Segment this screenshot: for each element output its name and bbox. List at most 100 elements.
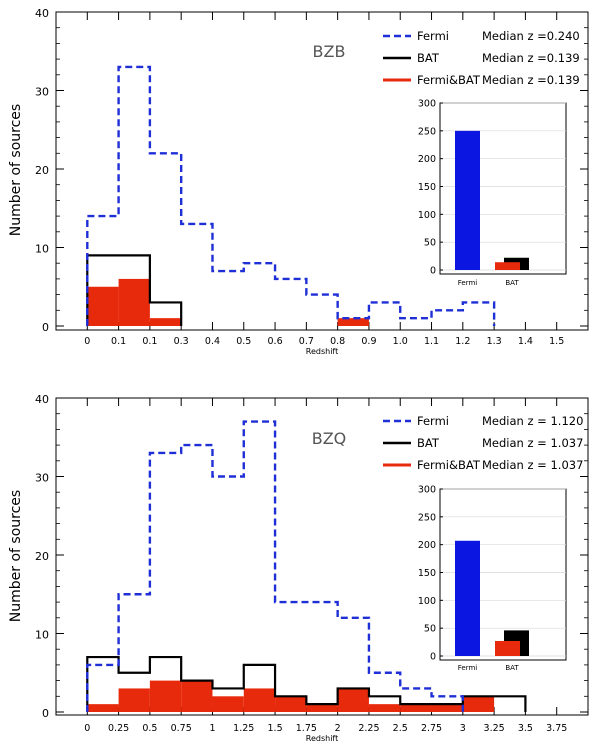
inset-y-tick-label: 250 [418, 512, 436, 523]
inset-y-tick-label: 300 [418, 99, 436, 110]
inset-bar-fermi [455, 540, 480, 656]
x-tick-label: 2 [335, 723, 341, 734]
x-axis-label: Redshift [306, 734, 338, 743]
x-axis-label: Redshift [306, 347, 338, 356]
inset-y-tick-label: 150 [418, 182, 436, 193]
inset-y-tick-label: 0 [430, 266, 436, 277]
inset-y-tick-label: 100 [418, 210, 436, 221]
y-tick-label: 40 [35, 393, 49, 406]
histogram-bar-fermi-bat [87, 286, 119, 326]
y-tick-label: 30 [35, 86, 49, 99]
inset-bar-fermi-bat [495, 262, 520, 270]
x-tick-label: 3.75 [546, 723, 567, 734]
histogram-bar-fermi-bat [400, 704, 432, 712]
histogram-bar-fermi-bat [181, 680, 213, 712]
y-tick-label: 30 [35, 472, 49, 485]
legend-label: BAT [417, 436, 440, 450]
x-tick-label: 0.7 [299, 336, 314, 347]
y-tick-label: 20 [35, 550, 49, 563]
x-tick-label: 3 [460, 723, 466, 734]
legend-median: Median z = 1.120 [482, 414, 583, 428]
inset-category-label: BAT [505, 279, 519, 287]
x-tick-label: 1.0 [393, 336, 408, 347]
x-tick-label: 1.4 [518, 336, 533, 347]
y-tick-label: 0 [42, 707, 49, 720]
legend-median: Median z =0.139 [482, 51, 580, 65]
inset-category-label: BAT [505, 664, 519, 672]
inset-category-label: Fermi [458, 279, 478, 287]
x-tick-label: 0.6 [268, 336, 283, 347]
x-tick-label: 1.75 [296, 723, 317, 734]
inset-y-tick-label: 250 [418, 126, 436, 137]
legend-label: Fermi&BAT [417, 73, 481, 87]
inset-y-tick-label: 200 [418, 540, 436, 551]
histogram-line-fermi [86, 65, 496, 326]
x-tick-label: 0.3 [174, 336, 189, 347]
histogram-bar-fermi-bat [337, 688, 369, 712]
inset-y-tick-label: 150 [418, 568, 436, 579]
x-tick-label: 0.8 [330, 336, 345, 347]
legend-label: Fermi&BAT [417, 458, 481, 472]
x-tick-label: 0.5 [142, 723, 157, 734]
y-tick-label: 10 [35, 243, 49, 256]
y-tick-label: 10 [35, 629, 49, 642]
x-tick-label: 0.75 [171, 723, 192, 734]
legend-label: Fermi [417, 29, 449, 43]
legend-label: BAT [417, 51, 440, 65]
inset-bar-fermi [455, 130, 480, 270]
y-tick-label: 0 [42, 321, 49, 334]
x-tick-label: 0.9 [361, 336, 376, 347]
legend-median: Median z =0.240 [482, 29, 580, 43]
inset-y-tick-label: 50 [424, 238, 436, 249]
plot-frame [55, 11, 589, 331]
histogram-bar-fermi-bat [306, 704, 338, 712]
plot-frame [55, 397, 589, 716]
x-tick-label: 0.5 [236, 336, 251, 347]
inset-category-label: Fermi [458, 664, 478, 672]
inset-y-tick-label: 50 [424, 624, 436, 635]
x-tick-label: 0.25 [108, 723, 129, 734]
x-tick-label: 1.3 [487, 336, 502, 347]
inset-bar-fermi-bat [495, 640, 520, 656]
sample-label: BZQ [312, 429, 347, 448]
histogram-bar-fermi-bat [431, 704, 463, 712]
inset-y-tick-label: 100 [418, 596, 436, 607]
x-tick-label: 0.1 [142, 336, 157, 347]
histogram-bar-fermi-bat [368, 704, 401, 712]
x-tick-label: 2.75 [421, 723, 442, 734]
x-tick-label: 2.25 [358, 723, 379, 734]
legend-median: Median z =0.139 [482, 73, 580, 87]
x-tick-label: 0.1 [111, 336, 126, 347]
x-tick-label: 3.25 [484, 723, 505, 734]
x-tick-label: 0 [84, 336, 90, 347]
x-tick-label: 2.5 [393, 723, 408, 734]
histogram-bar-fermi-bat [243, 688, 276, 712]
legend-label: Fermi [417, 414, 449, 428]
x-tick-label: 1.5 [549, 336, 564, 347]
histogram-bar-fermi-bat [462, 696, 495, 712]
histogram-bar-fermi-bat [87, 704, 119, 712]
legend-median: Median z = 1.037 [482, 458, 583, 472]
inset-bar-chart: 0 50 100 150 200 250 300 Fermi BAT [418, 99, 567, 287]
inset-y-tick-label: 300 [418, 485, 436, 496]
x-tick-label: 0 [84, 723, 90, 734]
y-axis-label: Number of sources [8, 490, 24, 622]
histogram-bar-fermi-bat [212, 696, 244, 712]
x-tick-label: 1.25 [233, 723, 254, 734]
histogram-line-bat [86, 655, 527, 712]
y-tick-label: 40 [35, 7, 49, 20]
x-tick-label: 1.1 [424, 336, 439, 347]
histogram-bar-fermi-bat [337, 318, 369, 326]
histogram-bar-fermi-bat [118, 278, 150, 326]
y-tick-label: 20 [35, 164, 49, 177]
sample-label: BZB [313, 42, 346, 61]
histogram-bar-fermi-bat [149, 680, 182, 712]
x-tick-label: 1.5 [268, 723, 283, 734]
x-tick-label: 0.4 [205, 336, 220, 347]
legend-median: Median z = 1.037 [482, 436, 583, 450]
inset-y-tick-label: 0 [430, 652, 436, 663]
histogram-panel-bzb: 0 10 20 30 40 0 0.1 0.1 0.3 0.4 0.5 0.6 0.7 0.8 0.9 1.0… [8, 7, 589, 356]
x-tick-label: 1.2 [455, 336, 470, 347]
histogram-line-fermi [86, 420, 465, 712]
